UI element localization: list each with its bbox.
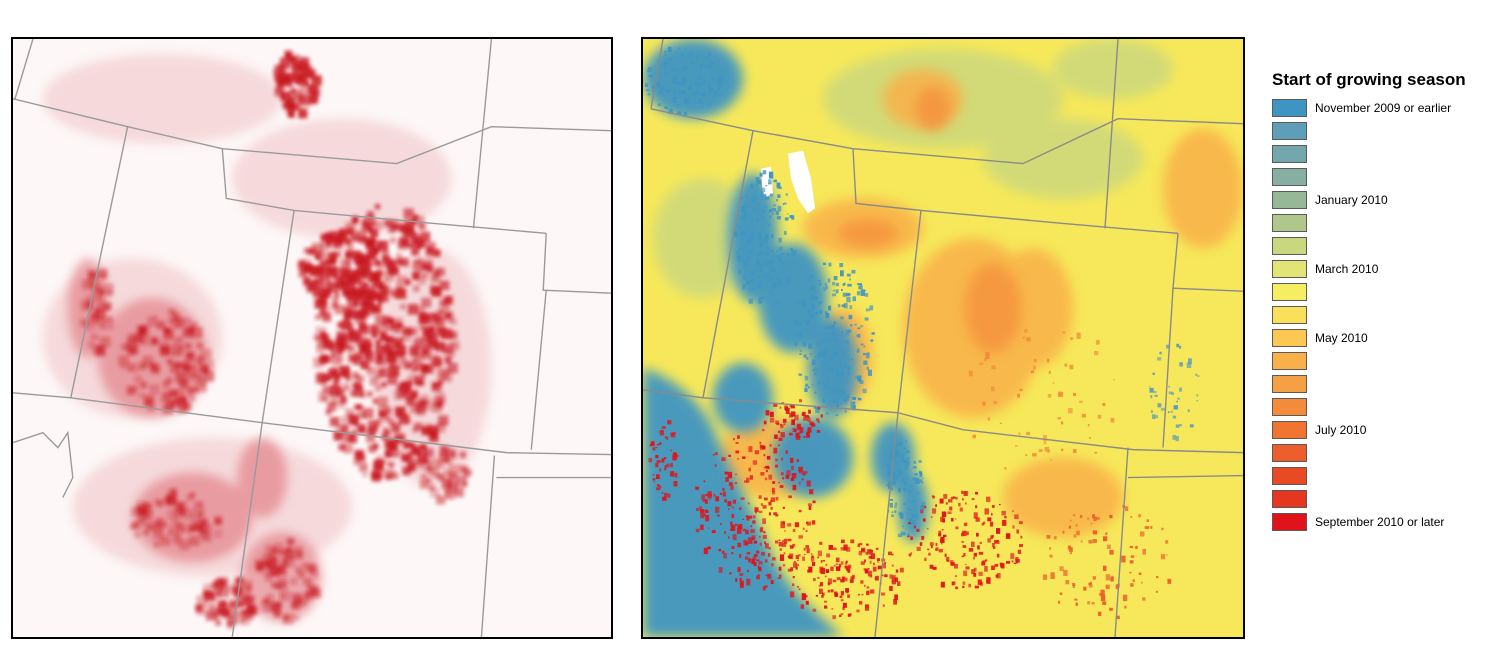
legend-swatch (1272, 191, 1307, 209)
legend-swatch (1272, 444, 1307, 462)
legend-items: November 2009 or earlier January 2010 Marc… (1271, 99, 1496, 536)
legend-item (1271, 237, 1496, 260)
right-map-state-boundaries (643, 39, 1243, 637)
right-map-panel (641, 37, 1245, 639)
legend-swatch (1272, 122, 1307, 140)
legend-swatch (1272, 398, 1307, 416)
legend-label: March 2010 (1315, 262, 1379, 276)
legend-item: September 2010 or later (1271, 513, 1496, 536)
legend-swatch (1272, 237, 1307, 255)
legend-label: November 2009 or earlier (1315, 101, 1452, 115)
legend-swatch (1272, 168, 1307, 186)
legend-swatch (1272, 490, 1307, 508)
legend-item: March 2010 (1271, 260, 1496, 283)
legend-swatch (1272, 421, 1307, 439)
legend-swatch (1272, 145, 1307, 163)
left-map-density-cells (80, 50, 472, 629)
legend-swatch (1272, 260, 1307, 278)
right-map-deep-orange-areas (838, 86, 1021, 353)
left-map-canvas (13, 39, 611, 637)
legend-title: Start of growing season (1272, 70, 1466, 89)
legend-item: January 2010 (1271, 191, 1496, 214)
left-map-state-boundaries (13, 39, 611, 637)
legend-item (1271, 145, 1496, 168)
legend-item (1271, 306, 1496, 329)
legend-label: January 2010 (1315, 193, 1388, 207)
legend-swatch (1272, 375, 1307, 393)
legend-swatch (1272, 352, 1307, 370)
legend: Start of growing season November 2009 or… (1271, 70, 1496, 536)
legend-swatch (1272, 99, 1307, 117)
legend-swatch (1272, 214, 1307, 232)
legend-item (1271, 352, 1496, 375)
legend-swatch (1272, 329, 1307, 347)
legend-item: May 2010 (1271, 329, 1496, 352)
legend-item (1271, 375, 1496, 398)
legend-item (1271, 444, 1496, 467)
right-map-speckles (645, 46, 1200, 620)
legend-item (1271, 214, 1496, 237)
legend-item (1271, 398, 1496, 421)
right-map-canvas (643, 39, 1243, 637)
legend-item (1271, 122, 1496, 145)
legend-item (1271, 283, 1496, 306)
legend-swatch (1272, 513, 1307, 531)
legend-swatch (1272, 306, 1307, 324)
legend-item (1271, 490, 1496, 513)
legend-swatch (1272, 467, 1307, 485)
left-map-panel (11, 37, 613, 639)
legend-item: November 2009 or earlier (1271, 99, 1496, 122)
legend-item (1271, 168, 1496, 191)
legend-item: July 2010 (1271, 421, 1496, 444)
legend-item (1271, 467, 1496, 490)
legend-label: July 2010 (1315, 423, 1367, 437)
legend-swatch (1272, 283, 1307, 301)
legend-label: May 2010 (1315, 331, 1368, 345)
legend-label: September 2010 or later (1315, 515, 1445, 529)
